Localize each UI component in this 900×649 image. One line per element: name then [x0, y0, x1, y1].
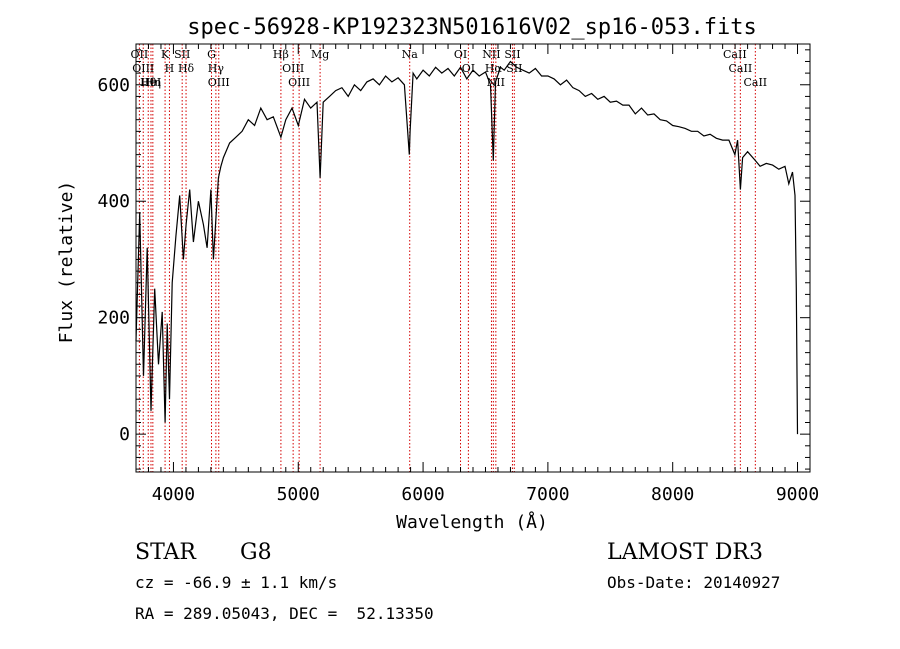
spectral-line-label: H [165, 62, 175, 75]
survey-name: LAMOST DR3 [607, 540, 763, 565]
spectral-line-label: SII [504, 48, 520, 61]
spectral-line-label: OIII [288, 76, 310, 89]
spectral-line-label: K [161, 48, 170, 61]
object-type: STAR [135, 540, 196, 565]
x-axis-label: Wavelength (Å) [396, 511, 548, 533]
spectral-line-label: SII [174, 48, 190, 61]
x-tick-label: 9000 [776, 484, 819, 505]
series-line-flux [135, 60, 799, 435]
spectral-line-label: CaII [729, 62, 753, 75]
spectral-line-label: OII [131, 48, 149, 61]
spectral-line-label: Na [402, 48, 419, 61]
spectral-line-label: OIII [132, 62, 154, 75]
spectrum-chart: spec-56928-KP192323N501616V02_sp16-053.f… [56, 15, 819, 533]
spectral-line-label: OI [454, 48, 467, 61]
spectral-line-label: OIII [282, 62, 304, 75]
spectral-line-label: Hβ [273, 48, 289, 61]
spectral-line-label: HeI [141, 76, 161, 89]
x-tick-label: 7000 [526, 484, 569, 505]
spectral-line-label: SII [506, 62, 522, 75]
spectral-line-label: Hδ [178, 62, 195, 75]
spectral-line-label: Hα [485, 62, 503, 75]
y-tick-label: 600 [97, 75, 130, 96]
spectral-line-label: G [207, 48, 216, 61]
x-tick-label: 4000 [152, 484, 195, 505]
spectral-line-label: Hη [145, 76, 161, 89]
x-axis: 4000 5000 6000 7000 8000 9000 [135, 44, 819, 505]
x-tick-label: 6000 [401, 484, 444, 505]
y-tick-label: 400 [97, 191, 130, 212]
spectral-line-label: Hγ [208, 62, 225, 75]
plot-frame [135, 43, 811, 473]
chart-title: spec-56928-KP192323N501616V02_sp16-053.f… [187, 15, 757, 40]
spectral-line-label: Mg [311, 48, 329, 61]
coordinates: RA = 289.05043, DEC = 52.13350 [135, 604, 434, 623]
spectral-line-label: CaII [743, 76, 767, 89]
spectral-line-markers [138, 44, 756, 472]
y-tick-label: 0 [119, 424, 130, 445]
spectral-line-label: NII [482, 48, 500, 61]
spectral-line-label: OIII [208, 76, 230, 89]
x-tick-label: 5000 [277, 484, 320, 505]
y-tick-label: 200 [97, 308, 130, 329]
redshift-value: cz = -66.9 ± 1.1 km/s [135, 573, 338, 592]
x-tick-label: 8000 [651, 484, 694, 505]
observation-date: Obs-Date: 20140927 [607, 573, 781, 592]
y-axis-label: Flux (relative) [56, 181, 77, 344]
y-axis: 0 200 400 600 [97, 49, 810, 470]
spectral-line-label: CaII [723, 48, 747, 61]
spectral-line-labels: OIIOIIIHθHeIHηKHSIIHδGHγOIIIHβOIIIOIIIMg… [131, 48, 768, 89]
spectral-subclass: G8 [240, 540, 272, 565]
spectral-line-label: Hθ [140, 76, 157, 89]
